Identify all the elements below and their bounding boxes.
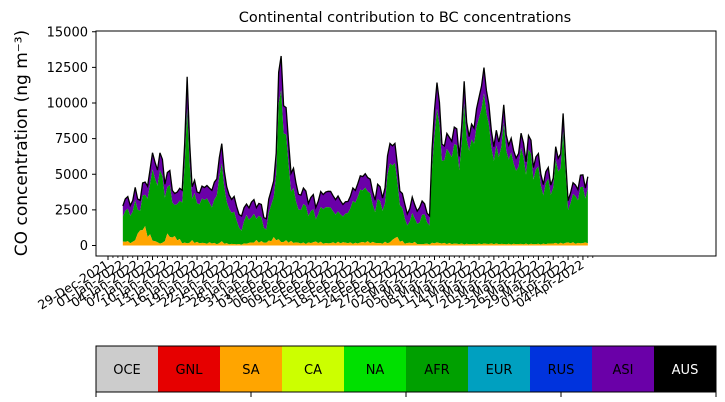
colorbar-cell-oce (96, 346, 159, 392)
colorbar-cell-gnl (158, 346, 221, 392)
colorbar-label-eur: EUR (486, 363, 513, 378)
colorbar-label-na: NA (366, 363, 385, 378)
region-colorbar: OCE GNL SA CA NA AFR EUR RUS ASI AUS (95, 345, 717, 397)
colorbar-label-sa: SA (242, 363, 259, 378)
colorbar-label-ca: CA (304, 363, 322, 378)
colorbar-label-afr: AFR (424, 363, 449, 378)
colorbar-cell-ca (282, 346, 345, 392)
series-AFR-area (122, 90, 588, 245)
y-axis-label: CO concentration (ng m⁻³) (12, 30, 32, 256)
chart-title: Continental contribution to BC concentra… (239, 10, 571, 26)
colorbar-label-rus: RUS (548, 363, 575, 378)
colorbar-label-oce: OCE (113, 363, 141, 378)
plot-frame (95, 30, 717, 257)
y-tick-label: 12500 (47, 61, 88, 76)
y-tick-label: 2500 (55, 203, 88, 218)
colorbar-label-aus: AUS (672, 363, 699, 378)
colorbar-cell-rus (530, 346, 593, 392)
colorbar-label-asi: ASI (613, 363, 634, 378)
series-SA-area (122, 226, 588, 246)
x-axis: 29-Dec-202101-Jan-202204-Jan-202207-Jan-… (35, 256, 594, 312)
colorbar-cell-na (344, 346, 407, 392)
y-axis: 0 2500 5000 7500 10000 12500 15000 (47, 25, 96, 254)
colorbar-cell-sa (220, 346, 283, 392)
colorbar-label-gnl: GNL (175, 363, 203, 378)
colorbar-cell-eur (468, 346, 531, 392)
y-tick-label: 5000 (55, 168, 88, 183)
y-tick-label: 7500 (55, 132, 88, 147)
y-tick-label: 15000 (47, 25, 88, 40)
y-tick-label: 10000 (47, 97, 88, 112)
colorbar-cell-afr (406, 346, 469, 392)
total-concentration-line (122, 55, 589, 220)
y-tick-label: 0 (80, 239, 88, 254)
colorbar-cell-aus (654, 346, 717, 392)
plot-area (122, 55, 589, 246)
colorbar-cell-asi (592, 346, 655, 392)
